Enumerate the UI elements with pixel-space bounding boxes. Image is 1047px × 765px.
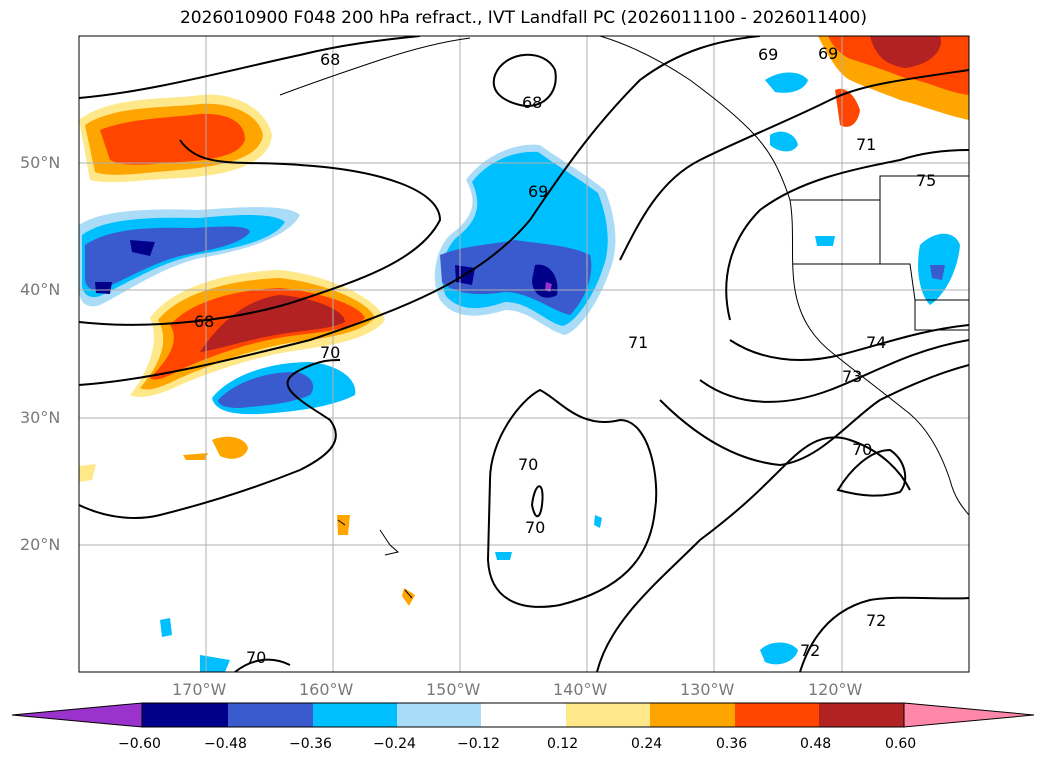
contour-label: 73 [842,367,862,386]
colorbar-swatch [397,703,481,727]
lat-label: 40°N [20,280,61,299]
contour-label-group: 68 68 68 69 69 70 70 70 70 70 71 72 72 7… [194,44,936,667]
contour-74 [729,324,969,361]
contour-69 [79,36,761,386]
contour-label: 74 [866,333,886,352]
lat-label: 30°N [20,408,61,427]
colorbar-swatch [735,703,819,727]
lon-label: 130°W [680,680,735,699]
contour-label: 70 [320,343,340,362]
lat-label: 20°N [20,535,61,554]
contour-70-east [836,448,907,497]
contour-72 [799,596,969,672]
colorbar-tick-label: 0.24 [631,736,663,752]
contour-label: 68 [522,93,542,112]
colorbar-tick-label: −0.36 [289,736,332,752]
colorbar-tick-label: 0.12 [547,736,579,752]
colorbar-swatch [142,703,228,727]
lat-label: 50°N [20,153,61,172]
contour-71 [596,436,911,672]
contour-70-sw [234,658,291,672]
colorbar-frame [141,702,905,728]
colorbar-swatch [650,703,735,727]
contour-72-west [659,364,969,467]
contour-label: 71 [856,135,876,154]
colorbar-swatch [566,703,650,727]
graticule [79,36,969,672]
contour-label: 70 [246,648,266,667]
colorbar-extend-right [903,702,1035,728]
colorbar [11,702,1035,728]
lon-label: 120°W [808,680,863,699]
contour-label: 69 [818,44,838,63]
contour-label: 72 [866,611,886,630]
colorbar-tick-label: −0.48 [204,736,247,752]
contour-label: 75 [916,171,936,190]
contour-75 [725,149,969,321]
lon-label: 160°W [299,680,354,699]
contour-70-closed [530,485,544,518]
contour-label: 70 [525,518,545,537]
colorbar-swatch [228,703,313,727]
colorbar-swatch [313,703,397,727]
contour-label: 70 [852,440,872,459]
contour-label: 72 [800,641,820,660]
colorbar-tick-label: −0.60 [118,736,161,752]
map-frame [78,35,970,673]
contour-71-east [619,69,969,261]
colorbar-extend-left [11,702,143,728]
colorbar-tick-label: 0.48 [800,736,832,752]
contour-label: 69 [528,182,548,201]
contour-68-closed [492,53,557,107]
chart-title: 2026010900 F048 200 hPa refract., IVT La… [179,8,867,28]
colorbar-swatch [481,703,566,727]
contour-68-west [79,139,442,326]
colorbar-tick-label: 0.60 [885,736,917,752]
coastlines [279,36,969,599]
negative-anomaly-patch [765,72,808,93]
lon-label: 170°W [172,680,227,699]
lon-label: 140°W [553,680,608,699]
colorbar-swatch [819,703,904,727]
contour-lines [79,36,969,672]
colorbar-tick-label: −0.12 [457,736,500,752]
colorbar-tick-label: −0.24 [373,736,416,752]
contour-label: 68 [320,50,340,69]
lon-label: 150°W [426,680,481,699]
contour-label: 71 [628,333,648,352]
colorbar-tick-label: 0.36 [716,736,748,752]
shaded-anomalies [79,36,969,672]
contour-label: 69 [758,45,778,64]
contour-label: 70 [518,455,538,474]
contour-70-central [486,388,658,608]
contour-label: 68 [194,312,214,331]
contour-73 [699,339,969,403]
contour-68-north [79,36,421,99]
contour-70 [79,359,341,519]
positive-anomaly-patch [212,436,248,459]
